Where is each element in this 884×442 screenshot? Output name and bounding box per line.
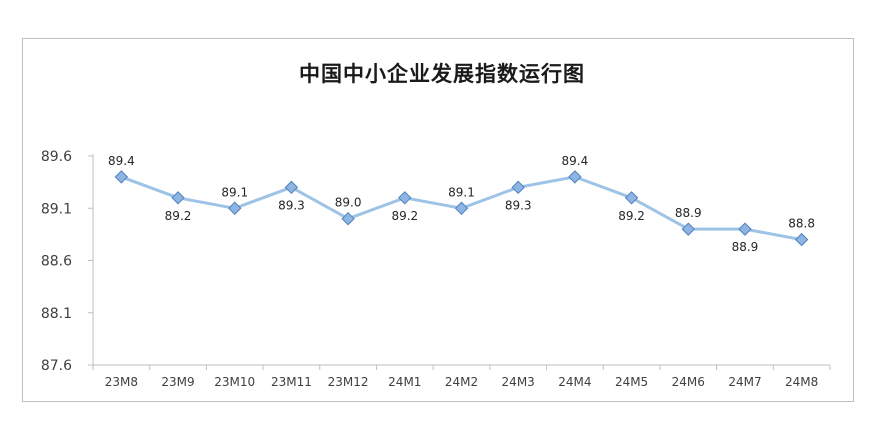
data-label: 88.9 — [732, 240, 759, 254]
x-tick-label: 23M12 — [328, 375, 369, 389]
data-point — [511, 180, 525, 195]
x-tick-label: 24M7 — [728, 375, 761, 389]
data-label: 89.2 — [391, 209, 418, 223]
data-point — [228, 201, 242, 215]
data-label: 89.1 — [448, 185, 475, 199]
x-tick-label: 24M8 — [785, 375, 818, 389]
x-tick-label: 24M3 — [502, 375, 535, 389]
x-tick-label: 24M2 — [445, 375, 478, 389]
x-tick-label: 23M8 — [105, 375, 138, 389]
data-label: 88.8 — [788, 217, 815, 231]
x-tick-label: 23M9 — [161, 375, 194, 389]
data-point — [171, 191, 185, 205]
data-label: 89.3 — [505, 198, 532, 212]
data-point — [624, 191, 639, 205]
data-point — [284, 180, 299, 195]
x-tick-label: 24M6 — [672, 375, 705, 389]
data-label: 89.4 — [108, 154, 135, 168]
data-point — [114, 170, 129, 184]
data-point — [738, 222, 752, 236]
data-point — [454, 201, 469, 215]
x-tick-label: 23M10 — [214, 375, 255, 389]
data-point — [568, 170, 582, 184]
data-label: 89.2 — [618, 209, 645, 223]
x-tick-label: 24M4 — [558, 375, 591, 389]
data-label: 89.2 — [165, 209, 192, 223]
data-label: 89.4 — [562, 154, 589, 168]
y-tick-label: 88.6 — [41, 254, 72, 270]
x-tick-label: 24M5 — [615, 375, 648, 389]
y-tick-label: 89.1 — [41, 201, 72, 217]
y-tick-label: 88.1 — [41, 306, 72, 322]
chart-frame — [22, 38, 854, 402]
data-label: 88.9 — [675, 206, 702, 220]
data-point — [681, 222, 695, 236]
y-tick-label: 87.6 — [41, 358, 72, 374]
y-tick-label: 89.6 — [41, 149, 72, 165]
data-point — [398, 191, 412, 205]
chart-title: 中国中小企业发展指数运行图 — [299, 62, 585, 86]
x-tick-label: 24M1 — [388, 375, 421, 389]
x-tick-label: 23M11 — [271, 375, 312, 389]
data-label: 89.1 — [221, 185, 248, 199]
data-label: 89.3 — [278, 198, 305, 212]
data-label: 89.0 — [335, 196, 362, 210]
data-point — [794, 232, 809, 247]
data-point — [341, 211, 355, 226]
